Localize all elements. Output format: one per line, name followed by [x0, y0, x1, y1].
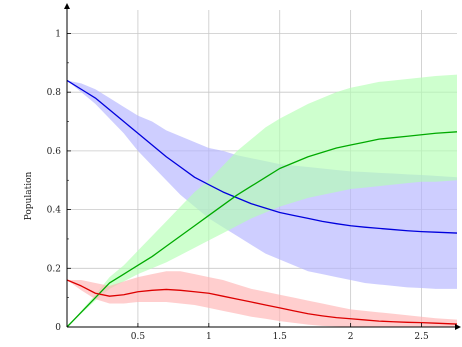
x-axis-arrow-icon: [455, 324, 461, 330]
series-2-line: [66, 131, 458, 328]
ticks: 0.5 1 1.5 2 2.5 0 0.2 0.4 0.6 0.8 1: [47, 29, 429, 342]
y-tick-label: 0.4: [47, 206, 62, 216]
y-tick-label: 1: [55, 29, 61, 39]
y-tick-label: 0.2: [47, 264, 61, 274]
y-tick-label: 0: [55, 323, 61, 333]
series-lines: [66, 79, 458, 328]
series-2-band: [67, 74, 457, 328]
x-tick-label: 1: [206, 332, 212, 342]
x-tick-label: 1.5: [273, 332, 288, 342]
y-axis-arrow-icon: [64, 3, 70, 9]
x-tick-label: 0.5: [131, 332, 146, 342]
y-tick-label: 0.8: [47, 88, 62, 98]
confidence-bands: [67, 74, 457, 328]
series-3-line: [66, 279, 458, 325]
x-tick-label: 2.5: [414, 332, 429, 342]
y-axis-label: Population: [24, 171, 34, 220]
series-3-band: [67, 271, 457, 327]
axes: [64, 3, 461, 330]
series-1-line: [66, 79, 458, 234]
x-tick-label: 2: [348, 332, 354, 342]
y-tick-label: 0.6: [47, 147, 62, 157]
